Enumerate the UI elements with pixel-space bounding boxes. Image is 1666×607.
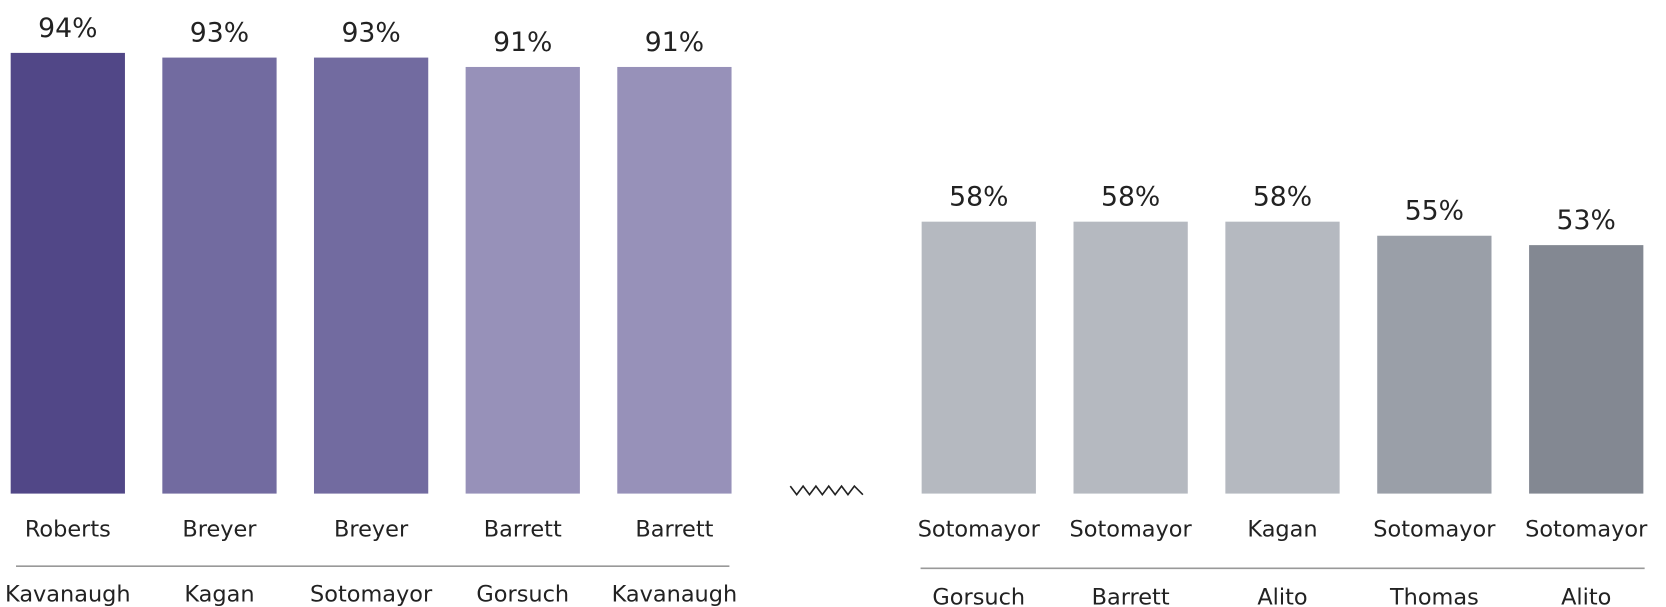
category-label: Alito [1561,585,1611,607]
category-label: Kagan [184,582,254,607]
value-label: 91% [645,27,704,58]
category-label: Gorsuch [932,585,1025,607]
bar [162,57,277,494]
bar [1225,221,1340,494]
value-label: 93% [341,18,400,49]
category-label: Kavanaugh [5,582,131,607]
bar [10,52,125,494]
value-label: 91% [493,27,552,58]
category-label: Gorsuch [476,582,569,607]
category-label: Barrett [1092,585,1170,607]
category-label: Roberts [25,516,111,542]
value-label: 58% [1253,182,1312,213]
category-label: Thomas [1389,585,1479,607]
category-label: Kavanaugh [612,582,738,607]
category-label: Breyer [182,516,257,542]
category-label: Alito [1257,585,1307,607]
bar [921,221,1036,494]
bar [465,66,580,494]
category-label: Sotomayor [1525,516,1648,542]
value-label: 53% [1557,205,1616,236]
axis-break [789,484,864,496]
category-label: Sotomayor [1070,516,1193,542]
category-label: Barrett [635,516,713,542]
bar [1529,245,1644,494]
value-label: 58% [1101,182,1160,213]
value-label: 94% [38,13,97,44]
category-label: Sotomayor [1373,516,1496,542]
bar [1377,235,1492,494]
value-label: 58% [949,182,1008,213]
value-label: 93% [190,18,249,49]
category-label: Kagan [1247,516,1317,542]
category-label: Barrett [484,516,562,542]
category-label: Sotomayor [310,582,433,607]
bar [313,57,429,494]
category-label: Breyer [334,516,409,542]
bar [1073,221,1188,494]
bar [617,66,732,494]
category-label: Sotomayor [918,516,1041,542]
value-label: 55% [1405,196,1464,227]
